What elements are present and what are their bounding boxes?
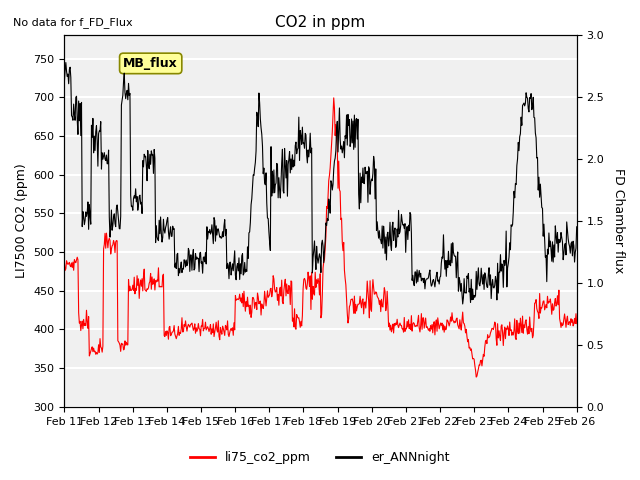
Legend: li75_co2_ppm, er_ANNnight: li75_co2_ppm, er_ANNnight — [186, 446, 454, 469]
Y-axis label: LI7500 CO2 (ppm): LI7500 CO2 (ppm) — [15, 164, 28, 278]
Y-axis label: FD Chamber flux: FD Chamber flux — [612, 168, 625, 274]
Text: No data for f_FD_Flux: No data for f_FD_Flux — [13, 17, 132, 28]
Text: MB_flux: MB_flux — [124, 57, 178, 70]
Title: CO2 in ppm: CO2 in ppm — [275, 15, 365, 30]
